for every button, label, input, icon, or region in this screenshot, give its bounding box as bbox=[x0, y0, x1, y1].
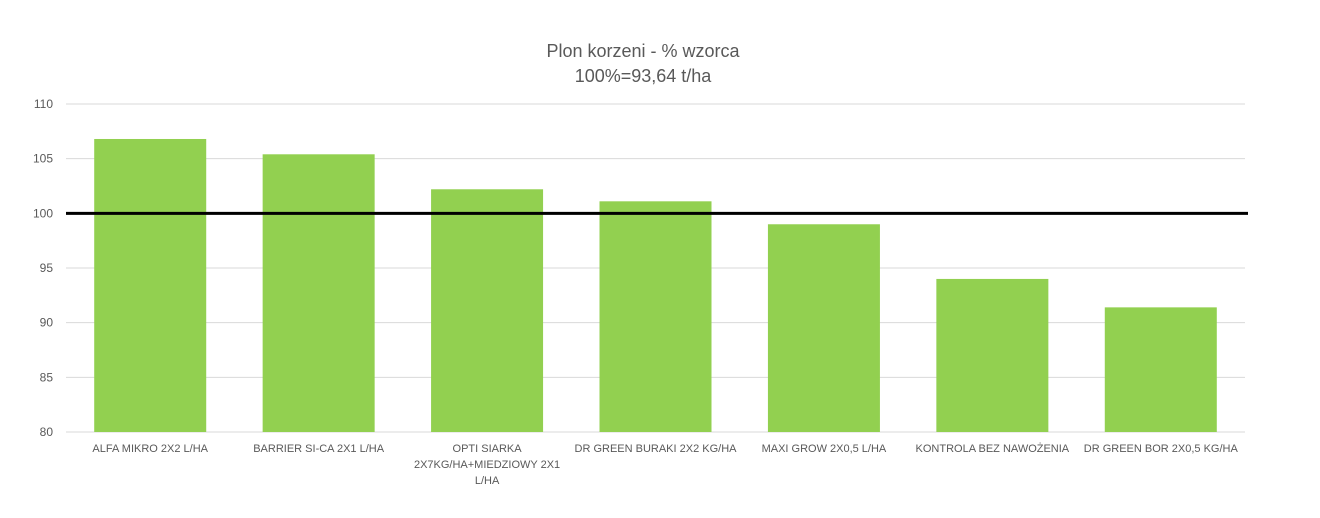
bar-3 bbox=[431, 189, 544, 432]
x-category-label: KONTROLA BEZ NAWOŻENIA bbox=[916, 442, 1070, 455]
x-category-label-line: 2X7KG/HA+MIEDZIOWY 2X1 bbox=[414, 459, 560, 471]
y-tick-label: 95 bbox=[40, 261, 54, 275]
y-tick-label: 80 bbox=[40, 425, 54, 439]
x-category-label-line: DR GREEN BOR 2X0,5 KG/HA bbox=[1084, 443, 1239, 455]
x-category-label: OPTI SIARKA 2X7KG/HA+MIEDZIOWY 2X1 L/HA bbox=[414, 443, 560, 487]
bars bbox=[94, 138, 1217, 432]
x-category-label-line: OPTI SIARKA bbox=[453, 443, 523, 455]
x-category-label: BARRIER SI-CA 2X1 L/HA bbox=[253, 443, 384, 455]
x-category-label-line: L/HA bbox=[475, 475, 500, 487]
bar-4 bbox=[599, 201, 712, 432]
bar-7 bbox=[1104, 307, 1217, 432]
x-category-label: DR GREEN BURAKI 2X2 KG/HA bbox=[575, 443, 738, 455]
bar-6 bbox=[936, 278, 1049, 432]
y-axis-ticks: 80 85 90 95 100 105 110 bbox=[33, 97, 53, 439]
chart-title: Plon korzeni - % wzorca bbox=[546, 41, 740, 61]
y-tick-label: 90 bbox=[40, 316, 54, 330]
bar-1 bbox=[94, 138, 207, 432]
y-tick-label: 105 bbox=[33, 152, 53, 166]
x-category-label-line: ALFA MIKRO 2X2 L/HA bbox=[92, 443, 208, 455]
x-category-label-line: BARRIER SI-CA 2X1 L/HA bbox=[253, 443, 384, 455]
x-category-label-line: DR GREEN BURAKI 2X2 KG/HA bbox=[575, 443, 738, 455]
x-category-label: MAXI GROW 2X0,5 L/HA bbox=[762, 443, 887, 455]
chart-subtitle: 100%=93,64 t/ha bbox=[575, 66, 713, 86]
x-category-label: DR GREEN BOR 2X0,5 KG/HA bbox=[1084, 443, 1239, 455]
x-axis-labels: ALFA MIKRO 2X2 L/HA BARRIER SI-CA 2X1 L/H… bbox=[92, 442, 1238, 487]
bar-5 bbox=[767, 224, 880, 432]
bar-2 bbox=[262, 154, 375, 432]
x-category-label: ALFA MIKRO 2X2 L/HA bbox=[92, 443, 208, 455]
y-tick-label: 100 bbox=[33, 206, 53, 220]
x-category-label-line: MAXI GROW 2X0,5 L/HA bbox=[762, 443, 887, 455]
y-tick-label: 85 bbox=[40, 370, 54, 384]
x-category-label-line: KONTROLA BEZ NAWOŻENIA bbox=[916, 442, 1070, 455]
y-tick-label: 110 bbox=[34, 97, 53, 111]
